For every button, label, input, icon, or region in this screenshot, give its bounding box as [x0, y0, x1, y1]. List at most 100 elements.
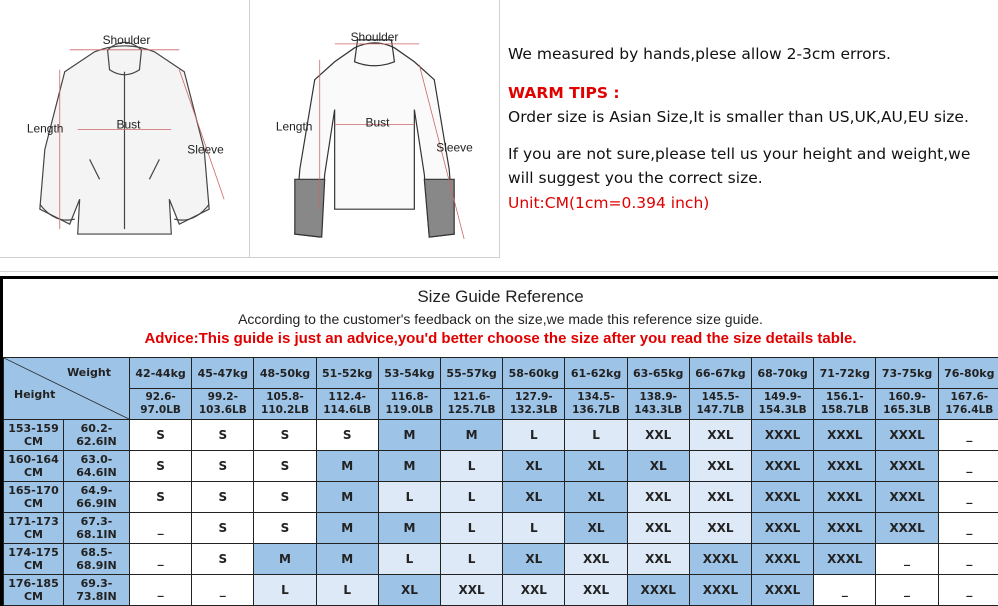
size-cell: S — [253, 512, 317, 544]
asian-size-note: Order size is Asian Size,It is smaller t… — [508, 108, 969, 126]
size-cell: S — [128, 419, 193, 451]
size-cell: XXL — [688, 481, 753, 513]
height-cm: 153-159 CM — [3, 419, 64, 451]
size-cell: _ — [937, 512, 998, 544]
size-cell: XL — [626, 450, 690, 482]
size-cell: XL — [377, 574, 442, 606]
weight-lb-header: 92.6- 97.0LB — [128, 388, 193, 420]
contact-note-1: If you are not sure,please tell us your … — [508, 144, 971, 163]
size-cell: XL — [564, 481, 628, 513]
size-cell: XXXL — [751, 419, 815, 451]
size-cell: S — [315, 419, 379, 451]
weight-lb-header: 99.2- 103.6LB — [191, 388, 255, 420]
size-cell: L — [377, 543, 442, 575]
size-cell: XXXL — [813, 481, 877, 513]
size-cell: XXXL — [751, 543, 815, 575]
size-cell: S — [253, 481, 317, 513]
weight-lb-header: 127.9- 132.3LB — [502, 388, 566, 420]
height-cm: 174-175 CM — [3, 543, 64, 575]
size-cell: XXXL — [813, 419, 877, 451]
size-cell: S — [191, 419, 255, 451]
weight-kg-header: 66-67kg — [688, 357, 753, 389]
size-cell: M — [377, 419, 442, 451]
weight-label: Weight — [67, 366, 111, 379]
shoulder-label: Shoulder — [103, 33, 151, 47]
size-cell: XXXL — [751, 481, 815, 513]
bust-label: Bust — [366, 116, 391, 130]
bust-label: Bust — [117, 117, 142, 131]
weight-kg-header: 76-80kg — [937, 357, 998, 389]
size-cell: M — [315, 512, 379, 544]
size-cell: _ — [128, 512, 193, 544]
measure-note: We measured by hands,plese allow 2-3cm e… — [508, 45, 891, 63]
weight-lb-header: 121.6- 125.7LB — [440, 388, 504, 420]
size-cell: XXL — [626, 512, 690, 544]
size-cell: L — [502, 512, 566, 544]
weight-lb-header: 149.9- 154.3LB — [751, 388, 815, 420]
jacket-measurement-image: Shoulder Length Bust Sleeve — [0, 0, 250, 258]
size-cell: XXXL — [626, 574, 690, 606]
size-cell: M — [253, 543, 317, 575]
weight-kg-header: 45-47kg — [191, 357, 255, 389]
weight-lb-header: 112.4- 114.6LB — [315, 388, 379, 420]
size-cell: M — [377, 512, 442, 544]
table-row: 160-164 CM 63.0- 64.6IN S S S M M L XL XL XL XXL XXXL X… — [3, 450, 998, 482]
height-in: 67.3- 68.1IN — [63, 512, 130, 544]
size-cell: L — [253, 574, 317, 606]
size-guide: Size Guide Reference According to the cu… — [0, 276, 998, 606]
size-cell: XL — [502, 481, 566, 513]
size-cell: L — [564, 419, 628, 451]
weight-kg-header: 48-50kg — [253, 357, 317, 389]
size-cell: XXXL — [875, 450, 939, 482]
size-cell: _ — [937, 543, 998, 575]
size-cell: M — [377, 450, 442, 482]
size-cell: _ — [937, 450, 998, 482]
height-cm: 171-173 CM — [3, 512, 64, 544]
size-cell: M — [440, 419, 504, 451]
weight-kg-header: 51-52kg — [315, 357, 379, 389]
size-cell: L — [440, 481, 504, 513]
length-label: Length — [27, 121, 64, 135]
size-cell: L — [440, 450, 504, 482]
size-cell: S — [128, 481, 193, 513]
size-cell: S — [128, 450, 193, 482]
size-cell: XXXL — [875, 481, 939, 513]
size-cell: S — [191, 543, 255, 575]
size-cell: XXXL — [813, 543, 877, 575]
weight-kg-header: 73-75kg — [875, 357, 939, 389]
shoulder-label: Shoulder — [351, 30, 399, 44]
table-row: 171-173 CM 67.3- 68.1IN _ S S M M L L XL XXL XXL XXXL X… — [3, 512, 998, 544]
unit-note: Unit:CM(1cm=0.394 inch) — [508, 193, 710, 212]
weight-lb-header: 156.1- 158.7LB — [813, 388, 877, 420]
size-cell: XXL — [688, 450, 753, 482]
weight-lb-header: 134.5- 136.7LB — [564, 388, 628, 420]
height-cm: 165-170 CM — [3, 481, 64, 513]
weight-kg-header: 55-57kg — [440, 357, 504, 389]
weight-kg-header: 61-62kg — [564, 357, 628, 389]
size-cell: XXL — [626, 419, 690, 451]
size-info: We measured by hands,plese allow 2-3cm e… — [508, 42, 970, 215]
height-cm: 160-164 CM — [3, 450, 64, 482]
size-cell: XXL — [502, 574, 566, 606]
weight-kg-header: 63-65kg — [626, 357, 690, 389]
size-cell: S — [253, 419, 317, 451]
size-cell: XXL — [626, 481, 690, 513]
size-cell: _ — [937, 481, 998, 513]
weight-lb-header: 138.9- 143.3LB — [626, 388, 690, 420]
contact-note-2: will suggest you the correct size. — [508, 169, 763, 187]
size-cell: XL — [502, 543, 566, 575]
weight-kg-header: 42-44kg — [128, 357, 193, 389]
size-cell: _ — [191, 574, 255, 606]
weight-kg-header: 71-72kg — [813, 357, 877, 389]
height-label: Height — [14, 388, 56, 401]
size-cell: L — [315, 574, 379, 606]
size-cell: XXXL — [813, 450, 877, 482]
guide-title: Size Guide Reference — [417, 287, 584, 306]
sweater-measurement-image: Shoulder Length Bust Sleeve — [250, 0, 500, 258]
sleeve-label: Sleeve — [436, 140, 473, 154]
weight-kg-header: 68-70kg — [751, 357, 815, 389]
top-section: Shoulder Length Bust Sleeve Shoulder Len… — [0, 0, 998, 272]
size-cell: _ — [813, 574, 877, 606]
warm-tips-heading: WARM TIPS : — [508, 83, 620, 102]
size-cell: XL — [564, 512, 628, 544]
